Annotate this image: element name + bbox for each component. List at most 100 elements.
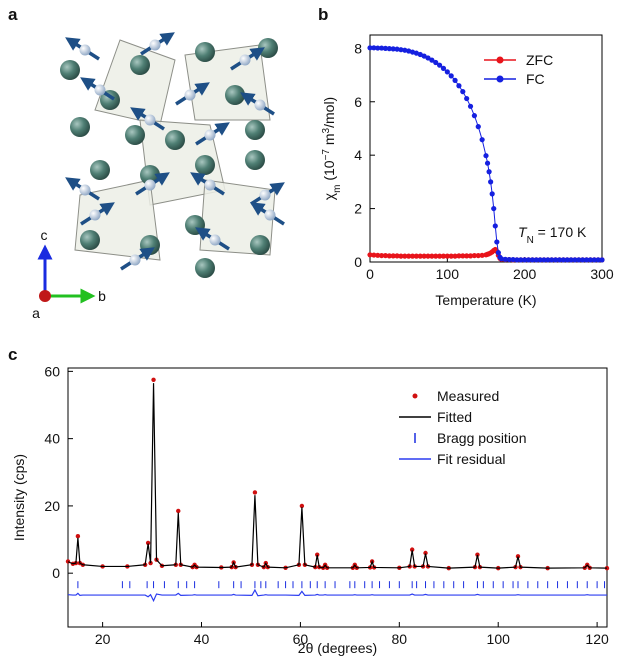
annotation-part: T (518, 224, 528, 240)
x-tick-label: 300 (590, 266, 614, 282)
data-point (440, 65, 447, 71)
atom (245, 120, 265, 140)
atom (125, 125, 145, 145)
atom (130, 55, 150, 75)
data-point (429, 253, 435, 259)
data-point (502, 256, 508, 262)
data-point (252, 490, 258, 495)
ion (254, 99, 266, 111)
data-point (456, 83, 462, 89)
y-axis-label-part: −7 (321, 149, 332, 161)
x-tick-label: 120 (585, 631, 609, 647)
data-point (564, 257, 570, 263)
data-point (560, 257, 566, 263)
y-axis-label-part: (10 (321, 160, 337, 184)
data-point (367, 252, 373, 258)
annotation: TN = 170 K (518, 224, 587, 246)
y-axis-label-part: χ (321, 192, 337, 200)
data-point (506, 256, 512, 263)
plot-frame (67, 367, 608, 628)
annotation-part: N (527, 235, 534, 246)
data-point (464, 253, 470, 259)
data-point (488, 179, 494, 185)
data-point (398, 47, 404, 53)
atom (70, 117, 90, 137)
data-point (572, 257, 578, 263)
legend-label: FC (526, 71, 545, 87)
data-point (518, 257, 524, 263)
data-point (515, 554, 521, 559)
crystal-structure (60, 32, 285, 278)
data-point (429, 57, 435, 63)
panel-label: b (318, 5, 328, 24)
data-point (417, 253, 423, 259)
ion (144, 179, 156, 191)
data-point (394, 253, 400, 259)
atom (258, 38, 278, 58)
x-axis-label: 2θ (degrees) (298, 640, 377, 656)
data-point (484, 160, 491, 166)
data-point (448, 73, 454, 79)
data-point (514, 257, 520, 263)
data-point (599, 257, 605, 263)
data-point (371, 45, 377, 51)
atom (225, 85, 245, 105)
data-point (425, 55, 431, 61)
series-line (67, 383, 608, 569)
data-point (299, 503, 305, 509)
ion (144, 114, 156, 126)
data-point (479, 137, 485, 143)
data-point (371, 252, 377, 258)
data-point (390, 253, 396, 259)
data-point (486, 169, 492, 175)
data-point (413, 253, 419, 259)
series-line (67, 588, 607, 603)
data-point (402, 47, 408, 53)
atom (250, 235, 270, 255)
data-point (145, 540, 151, 546)
data-point (533, 257, 539, 263)
legend-label: Fit residual (437, 451, 505, 467)
axis-label: a (32, 305, 40, 321)
data-point (452, 253, 458, 259)
data-point (379, 45, 385, 51)
data-point (525, 257, 532, 263)
data-point (583, 257, 590, 263)
data-point (553, 257, 559, 263)
data-point (394, 46, 400, 52)
data-point (386, 46, 392, 52)
data-point (471, 113, 477, 119)
data-point (489, 191, 495, 197)
legend-marker (412, 393, 418, 399)
legend-label: Measured (437, 388, 499, 404)
data-point (580, 257, 586, 263)
data-point (510, 256, 516, 263)
data-point (456, 253, 462, 259)
legend-marker (496, 75, 504, 83)
data-point (545, 257, 551, 263)
x-tick-label: 40 (194, 631, 210, 647)
atom (60, 60, 80, 80)
panel-label: a (8, 5, 18, 24)
x-tick-label: 60 (293, 631, 309, 647)
data-point (492, 223, 498, 229)
x-tick-label: 100 (487, 631, 511, 647)
ion (209, 234, 221, 246)
y-axis-label: Intensity (cps) (11, 454, 27, 541)
legend-marker (496, 56, 504, 64)
data-point (452, 77, 458, 83)
y-axis-label: χm (10−7 m3/mol) (321, 97, 343, 200)
y-tick-label: 60 (44, 363, 60, 379)
y-tick-label: 20 (44, 498, 60, 514)
panel-label: c (8, 345, 17, 364)
atom (195, 258, 215, 278)
y-axis-label-part: Intensity (cps) (11, 454, 27, 541)
data-point (460, 253, 466, 259)
data-point (425, 253, 431, 259)
data-point (460, 89, 466, 95)
y-tick-label: 4 (354, 147, 362, 163)
y-tick-label: 0 (354, 254, 362, 270)
data-point (75, 533, 81, 539)
data-point (494, 239, 500, 245)
